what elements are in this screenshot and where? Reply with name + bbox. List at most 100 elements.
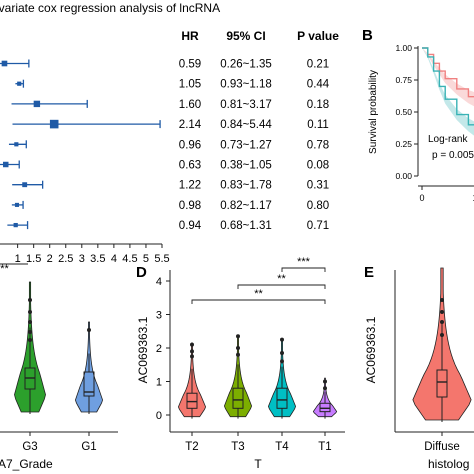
x-tick-label: 1.5 xyxy=(26,253,41,265)
violin-histology-plot: E AC069363.1 Diffuse histolog xyxy=(364,264,474,471)
hr-marker xyxy=(3,161,9,168)
hr-value: 0.96 xyxy=(179,139,201,151)
x-tick-label: 4.5 xyxy=(122,253,137,265)
hr-marker xyxy=(13,222,18,228)
hr-value: 0.63 xyxy=(179,160,201,172)
outlier-point xyxy=(28,320,32,324)
x-axis-label: A7_Grade xyxy=(0,457,53,471)
outlier-point xyxy=(236,334,240,339)
hr-value: 1.05 xyxy=(179,79,201,91)
hr-marker xyxy=(14,202,20,207)
y-tick-label: 3 xyxy=(156,310,162,322)
x-tick-label: 1 xyxy=(15,253,21,265)
significance-bracket xyxy=(281,267,326,272)
category-label: G1 xyxy=(81,441,96,453)
x-tick-label: 5 xyxy=(143,253,149,265)
forest-col-header: P value xyxy=(297,29,339,43)
forest-plot: ivariate cox regression analysis of lncR… xyxy=(0,1,339,265)
outlier-point xyxy=(190,342,194,347)
box xyxy=(276,387,288,409)
category-label: T4 xyxy=(275,441,289,453)
ci-value: 0.68~1.31 xyxy=(220,220,271,232)
significance-bracket xyxy=(237,284,326,289)
y-tick-label: 1 xyxy=(156,377,162,389)
logrank-label: Log-rank xyxy=(428,134,468,145)
x-axis-label: T xyxy=(254,457,262,471)
outlier-point xyxy=(87,328,91,332)
category-label: T3 xyxy=(231,441,244,453)
y-tick-label: 0.75 xyxy=(395,75,412,85)
outlier-point xyxy=(440,333,444,337)
y-tick-label: 0.25 xyxy=(395,139,412,149)
x-tick-label: 2.5 xyxy=(58,253,73,265)
x-tick-label: 0 xyxy=(419,193,424,203)
category-label: Diffuse xyxy=(424,441,460,453)
outlier-point xyxy=(323,379,327,384)
hr-value: 0.98 xyxy=(179,200,201,212)
hr-value: 0.59 xyxy=(179,59,201,71)
significance-label: *** xyxy=(297,256,311,268)
outlier-point xyxy=(280,351,284,356)
x-tick-label: 100 xyxy=(472,193,474,203)
category-label: T2 xyxy=(185,441,198,453)
significance-label: *** xyxy=(0,263,10,275)
hr-value: 1.22 xyxy=(179,180,201,192)
p-value: 0.11 xyxy=(307,119,329,131)
y-tick-label: 0.00 xyxy=(395,171,412,181)
km-plot: B 1.00 0.75 0.50 0.25 0.00 Survival probabilit… xyxy=(362,27,474,203)
y-axis-label: AC069363.1 xyxy=(364,316,378,383)
y-tick-label: 0.50 xyxy=(395,107,412,117)
x-tick-label: 2 xyxy=(47,253,53,265)
survival-curve xyxy=(422,47,474,126)
category-label: T1 xyxy=(318,441,331,453)
hr-marker xyxy=(49,119,59,129)
logrank-p: p = 0.005 xyxy=(432,150,474,161)
ci-value: 0.26~1.35 xyxy=(220,59,271,71)
y-tick-label: 2 xyxy=(156,343,162,355)
hr-value: 1.60 xyxy=(179,99,201,111)
p-value: 0.71 xyxy=(307,220,329,232)
significance-bracket xyxy=(191,299,326,304)
box xyxy=(436,369,448,398)
panel-label: B xyxy=(362,27,373,44)
outlier-point xyxy=(28,298,32,302)
significance-label: ** xyxy=(277,273,286,285)
violin-grade-plot: *** G3 G1 A7_Grade xyxy=(0,263,118,471)
y-tick-label: 1.00 xyxy=(395,43,412,53)
hr-marker xyxy=(14,142,19,147)
hr-marker xyxy=(33,100,41,108)
category-label: G3 xyxy=(22,441,37,453)
outlier-point xyxy=(28,338,32,342)
significance-label: ** xyxy=(254,288,263,300)
y-axis-label: AC069363.1 xyxy=(136,316,150,383)
hr-marker xyxy=(1,60,8,67)
p-value: 0.21 xyxy=(307,59,329,71)
y-axis-label: Survival probability xyxy=(368,70,379,154)
outlier-point xyxy=(236,346,240,350)
outlier-point xyxy=(190,349,194,354)
p-value: 0.44 xyxy=(307,79,330,91)
x-tick-label: 3 xyxy=(79,253,85,265)
x-tick-label: 3.5 xyxy=(90,253,105,265)
outlier-point xyxy=(280,337,284,342)
outlier-point xyxy=(190,354,194,359)
p-value: 0.78 xyxy=(307,139,329,151)
p-value: 0.80 xyxy=(307,200,329,212)
ci-band xyxy=(422,48,474,107)
outlier-point xyxy=(440,320,444,324)
box xyxy=(83,371,95,397)
ci-value: 0.82~1.17 xyxy=(220,200,271,212)
ci-value: 0.93~1.18 xyxy=(220,79,271,91)
ci-value: 0.84~5.44 xyxy=(220,119,272,131)
panel-label: E xyxy=(364,264,374,281)
y-tick-label: 0 xyxy=(156,410,162,422)
x-axis-label: histolog xyxy=(428,457,469,471)
outlier-point xyxy=(323,386,327,391)
outlier-point xyxy=(440,310,444,314)
ci-band xyxy=(422,48,474,136)
forest-col-header: HR xyxy=(181,29,199,43)
ci-value: 0.73~1.27 xyxy=(220,139,271,151)
p-value: 0.31 xyxy=(307,180,329,192)
